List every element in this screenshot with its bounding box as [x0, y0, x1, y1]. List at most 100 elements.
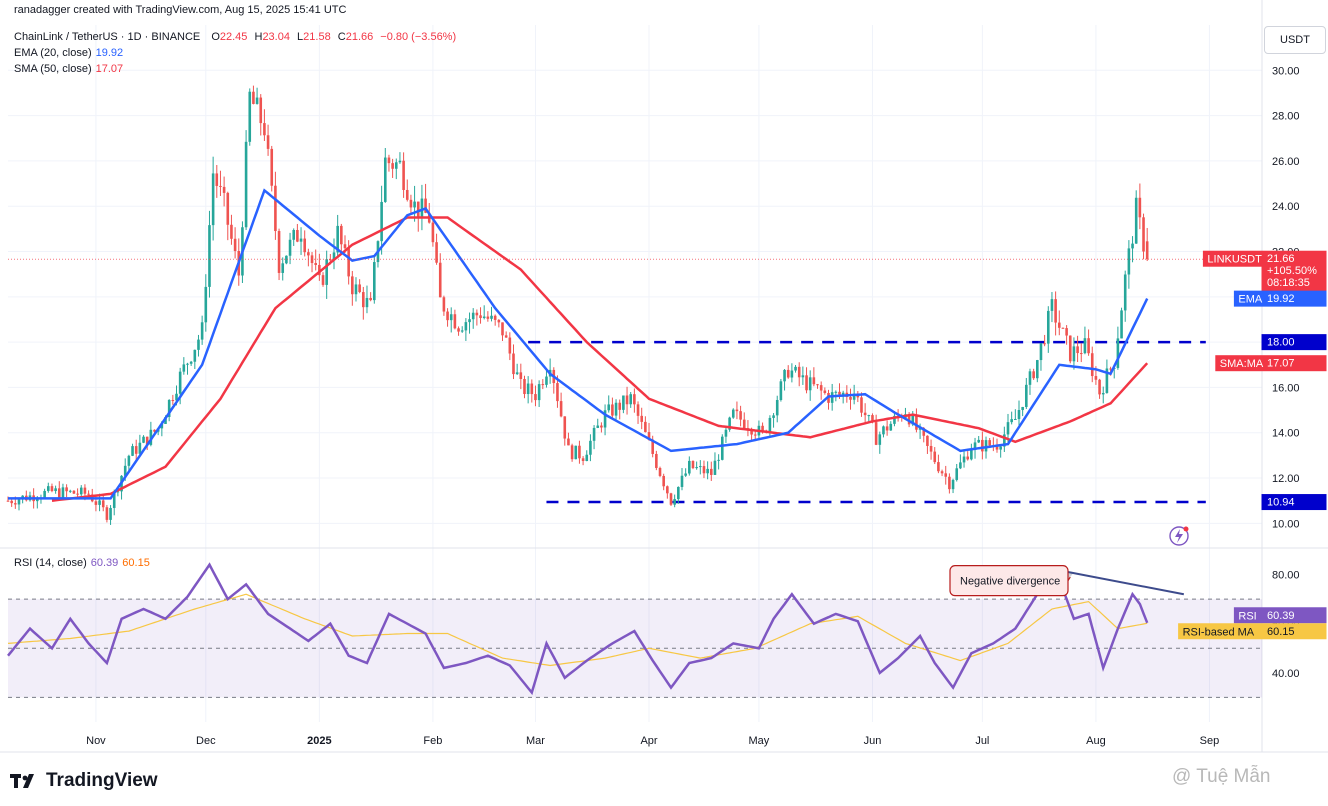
candle-body: [65, 487, 68, 492]
candle-body: [36, 499, 39, 502]
rsi-label: RSI (14, close): [14, 557, 87, 569]
candle-body: [160, 423, 164, 429]
candle-body: [720, 436, 724, 460]
candle-body: [596, 425, 600, 428]
candle-body: [127, 455, 131, 466]
candle-body: [966, 456, 970, 460]
candle-body: [1017, 410, 1021, 419]
candle-body: [76, 493, 79, 495]
candle-body: [299, 238, 303, 242]
candle-body: [944, 473, 948, 477]
candle-body: [636, 404, 640, 416]
candle-body: [592, 427, 596, 441]
candle-body: [197, 339, 200, 350]
price-tick-label: 30.00: [1272, 65, 1300, 77]
candle-body: [999, 446, 1002, 450]
candle-body: [545, 376, 548, 385]
candle-body: [622, 395, 625, 410]
time-tick-label: Jul: [975, 735, 989, 747]
moving-averages: [8, 188, 1262, 502]
candle-body: [94, 501, 98, 505]
candle-body: [50, 486, 54, 492]
candle-body: [742, 419, 746, 429]
candle-body: [519, 372, 523, 379]
candle-body: [1098, 379, 1101, 395]
candle-body: [501, 322, 504, 336]
candle-body: [973, 442, 977, 450]
candle-body: [182, 364, 186, 372]
candle-body: [1101, 392, 1105, 395]
candle-body: [951, 479, 955, 490]
candle-body: [398, 160, 402, 163]
candle-body: [863, 412, 867, 416]
candle-body: [362, 292, 365, 308]
candle-body: [556, 383, 559, 402]
candle-body: [105, 507, 109, 520]
sma-price-tag-box: [1261, 355, 1327, 372]
candle-body: [852, 393, 856, 400]
rsi-legend[interactable]: RSI (14, close) 60.39 60.15: [14, 557, 150, 569]
candle-body: [504, 335, 508, 338]
candle-body: [72, 490, 76, 494]
candle-body: [475, 312, 479, 316]
candle-body: [244, 141, 248, 228]
candle-body: [581, 458, 585, 461]
candle-body: [332, 252, 336, 260]
time-tick-label: 2025: [307, 735, 331, 747]
candle-body: [405, 189, 409, 200]
candle-body: [625, 395, 629, 405]
candle-body: [1010, 419, 1013, 423]
candle-body: [424, 198, 427, 213]
candle-body: [79, 487, 83, 495]
candle-body: [585, 454, 589, 461]
candle-body: [1116, 338, 1120, 368]
candle-body: [937, 462, 940, 472]
ema-name-tag-text: EMA: [1238, 294, 1263, 306]
candle-body: [644, 421, 647, 433]
candle-body: [717, 459, 720, 461]
candle-body: [790, 370, 794, 378]
candle-body: [1138, 197, 1142, 218]
candle-body: [1021, 406, 1024, 411]
candle-body: [1131, 243, 1134, 249]
candle-body: [750, 429, 753, 435]
level-high-tag-box: [1261, 334, 1327, 351]
price-tick-label: 24.00: [1272, 201, 1300, 213]
candle-body: [783, 369, 786, 382]
candle-body: [508, 337, 512, 354]
candle-body: [1032, 371, 1035, 379]
candle-body: [512, 353, 515, 375]
tradingview-logo[interactable]: TradingView: [10, 770, 158, 792]
ema-legend[interactable]: EMA (20, close) 19.92: [14, 47, 123, 59]
candle-body: [1043, 343, 1046, 345]
candle-body: [438, 262, 442, 298]
candle-body: [702, 466, 706, 474]
symbol-legend[interactable]: ChainLink / TetherUS · 1D · BINANCE O22.…: [14, 31, 456, 43]
candle-body: [354, 284, 358, 295]
candle-body: [801, 375, 805, 378]
candle-body: [981, 439, 984, 452]
sma-legend[interactable]: SMA (50, close) 17.07: [14, 63, 123, 75]
candle-body: [570, 445, 574, 460]
candle-body: [929, 445, 933, 452]
candle-body: [666, 486, 669, 494]
candle-body: [167, 400, 171, 418]
price-tick-label: 16.00: [1272, 382, 1300, 394]
candle-body: [222, 186, 226, 193]
currency-button[interactable]: USDT: [1264, 26, 1326, 54]
time-tick-label: Jun: [864, 735, 882, 747]
candle-body: [523, 378, 526, 395]
symbol-price-tag-box: [1261, 250, 1327, 292]
rsi-name-tag-text: RSI: [1238, 610, 1256, 622]
notification-dot-icon: [1183, 526, 1189, 532]
candle-body: [1123, 274, 1127, 311]
candle-body: [823, 390, 827, 393]
candle-body: [285, 255, 288, 264]
candle-body: [248, 91, 252, 142]
rsi-line: [7, 562, 1149, 696]
candle-body: [838, 391, 841, 395]
candle-body: [446, 311, 449, 321]
candle-body: [266, 135, 270, 149]
candle-body: [775, 399, 779, 416]
candle-body: [541, 384, 545, 386]
